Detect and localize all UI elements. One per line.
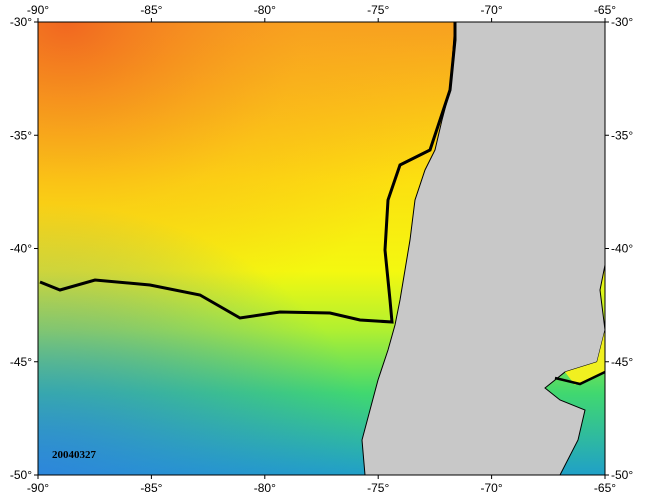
lat-label: -45° <box>611 355 633 369</box>
date-label: 20040327 <box>52 449 97 461</box>
lon-label: -65° <box>594 481 616 495</box>
contour-line <box>39 22 457 324</box>
lat-label: -40° <box>611 242 633 256</box>
lon-label: -65° <box>594 3 616 17</box>
lon-label: -75° <box>367 481 389 495</box>
lon-label: -85° <box>140 481 162 495</box>
lon-label: -80° <box>254 3 276 17</box>
lon-label: -70° <box>481 481 503 495</box>
lon-label: -85° <box>140 3 162 17</box>
atlantic-coastal-water <box>565 330 605 385</box>
lon-label: -90° <box>27 481 49 495</box>
contour-line <box>554 370 606 386</box>
lat-label: -50° <box>10 468 32 482</box>
lat-label: -35° <box>10 128 32 142</box>
lat-label: -30° <box>10 15 32 29</box>
lat-label: -35° <box>611 128 633 142</box>
lat-label: -45° <box>10 355 32 369</box>
lon-label: -80° <box>254 481 276 495</box>
lat-label: -50° <box>611 468 633 482</box>
lon-label: -75° <box>367 3 389 17</box>
lat-label: -40° <box>10 242 32 256</box>
lat-label: -30° <box>611 15 633 29</box>
lon-label: -90° <box>27 3 49 17</box>
lon-label: -70° <box>481 3 503 17</box>
